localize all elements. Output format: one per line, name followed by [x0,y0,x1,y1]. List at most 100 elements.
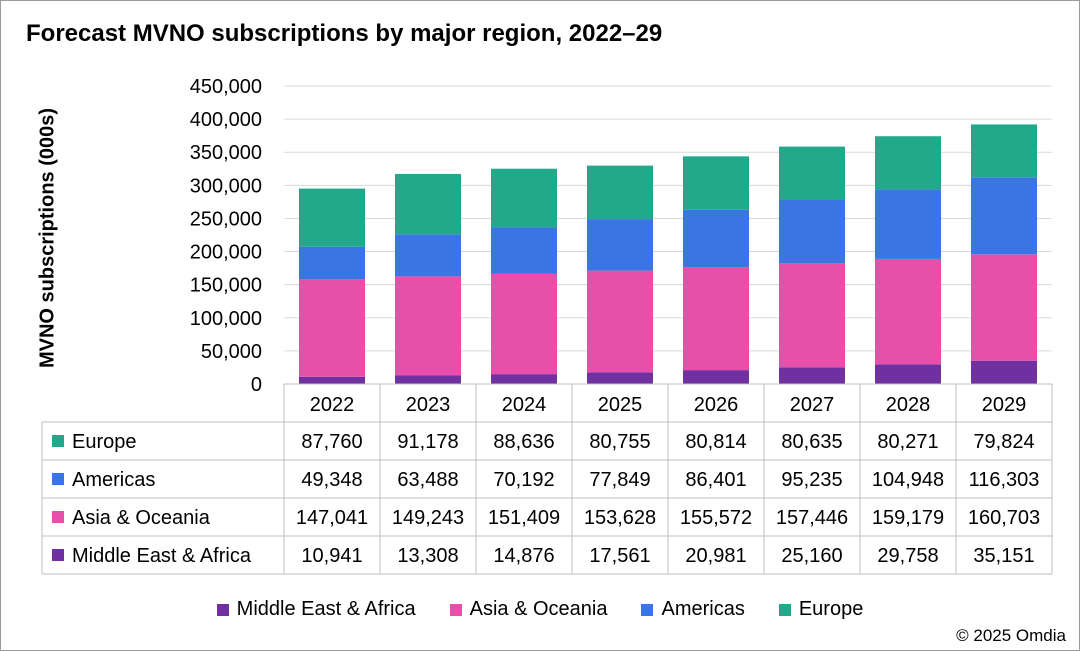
bar-segment [587,270,653,373]
bar-segment [875,189,941,259]
bar-segment [971,254,1037,361]
table-cell-value: 17,561 [589,545,650,567]
y-tick-label: 450,000 [190,76,262,98]
table-cell-value: 87,760 [301,431,362,453]
bar-segment [491,374,557,384]
bar-segment [875,136,941,190]
table-legend-key [52,511,64,523]
bar-segment [299,246,365,280]
chart-title: Forecast MVNO subscriptions by major reg… [26,20,663,47]
table-cell-value: 116,303 [969,469,1040,491]
table-cell-value: 159,179 [872,507,944,529]
y-tick-label: 150,000 [190,275,262,297]
bar-segment [491,227,557,274]
y-tick-label: 300,000 [190,175,262,197]
table-cell-value: 29,758 [877,545,938,567]
table-cell-value: 80,635 [781,431,842,453]
y-tick-label: 200,000 [190,242,262,264]
table-cell-value: 14,876 [493,545,554,567]
table-cell-value: 153,628 [584,507,656,529]
bar-segment [299,188,365,247]
y-tick-label: 100,000 [190,308,262,330]
y-tick-label: 250,000 [190,208,262,230]
bar-segment [875,258,941,365]
table-cell-value: 160,703 [968,507,1040,529]
table-cell-value: 149,243 [392,507,464,529]
bar-segment [395,276,461,376]
table-cell-value: 63,488 [397,469,458,491]
table-cell-value: 157,446 [776,507,848,529]
table-cell-value: 95,235 [781,469,842,491]
bar-segment [395,234,461,277]
x-tick-label: 2024 [502,394,547,416]
table-cell-value: 10,941 [301,545,362,567]
y-tick-label: 50,000 [201,341,262,363]
legend-label: Middle East & Africa [236,598,416,620]
legend-item: Americas [641,598,745,621]
legend-item: Middle East & Africa [216,598,416,621]
legend-swatch [641,603,654,616]
x-tick-label: 2027 [790,394,835,416]
legend-swatch [216,603,229,616]
bar-segment [587,165,653,220]
bar-segment [587,372,653,384]
x-tick-label: 2022 [310,394,355,416]
bar-segment [683,156,749,210]
table-cell-value: 20,981 [685,545,746,567]
bar-segment [491,168,557,228]
bar-segment [491,273,557,375]
legend-swatch [778,603,791,616]
bar-segment [683,267,749,371]
table-cell-value: 80,271 [877,431,938,453]
table-row-label: Asia & Oceania [72,507,211,529]
table-legend-key [52,473,64,485]
bar-segment [971,360,1037,384]
legend-label: Americas [661,598,745,620]
bar-segment [587,219,653,271]
table-cell-value: 86,401 [685,469,746,491]
table-row-label: Middle East & Africa [72,545,252,567]
legend-label: Asia & Oceania [469,598,608,620]
bar-segment [875,364,941,384]
table-cell-value: 104,948 [872,469,944,491]
bar-segment [299,279,365,377]
table-cell-value: 88,636 [493,431,554,453]
table-cell-value: 77,849 [589,469,650,491]
y-tick-label: 0 [251,374,262,396]
bar-segment [683,370,749,384]
table-cell-value: 49,348 [301,469,362,491]
table-cell-value: 25,160 [781,545,842,567]
legend-item: Europe [778,598,863,621]
bar-segment [779,200,845,264]
table-row-label: Europe [72,431,137,453]
x-tick-label: 2025 [598,394,643,416]
legend-item: Asia & Oceania [449,598,608,621]
bar-segment [971,177,1037,255]
y-tick-label: 400,000 [190,109,262,131]
x-tick-label: 2028 [886,394,931,416]
table-legend-key [52,435,64,447]
table-cell-value: 147,041 [296,507,368,529]
table-cell-value: 70,192 [493,469,554,491]
table-row-label: Americas [72,469,155,491]
copyright-text: © 2025 Omdia [956,626,1066,645]
table-legend-key [52,549,64,561]
y-tick-label: 350,000 [190,142,262,164]
x-tick-label: 2023 [406,394,451,416]
legend-swatch [449,603,462,616]
table-cell-value: 80,755 [589,431,650,453]
table-cell-value: 91,178 [397,431,458,453]
table-cell-value: 151,409 [488,507,560,529]
bar-segment [779,263,845,368]
bar-segment [299,376,365,384]
bar-segment [395,375,461,384]
table-cell-value: 155,572 [680,507,752,529]
x-tick-label: 2026 [694,394,739,416]
table-cell-value: 35,151 [973,545,1034,567]
bar-segment [395,173,461,235]
table-cell-value: 80,814 [685,431,746,453]
x-tick-label: 2029 [982,394,1027,416]
bar-segment [779,146,845,201]
table-cell-value: 13,308 [397,545,458,567]
